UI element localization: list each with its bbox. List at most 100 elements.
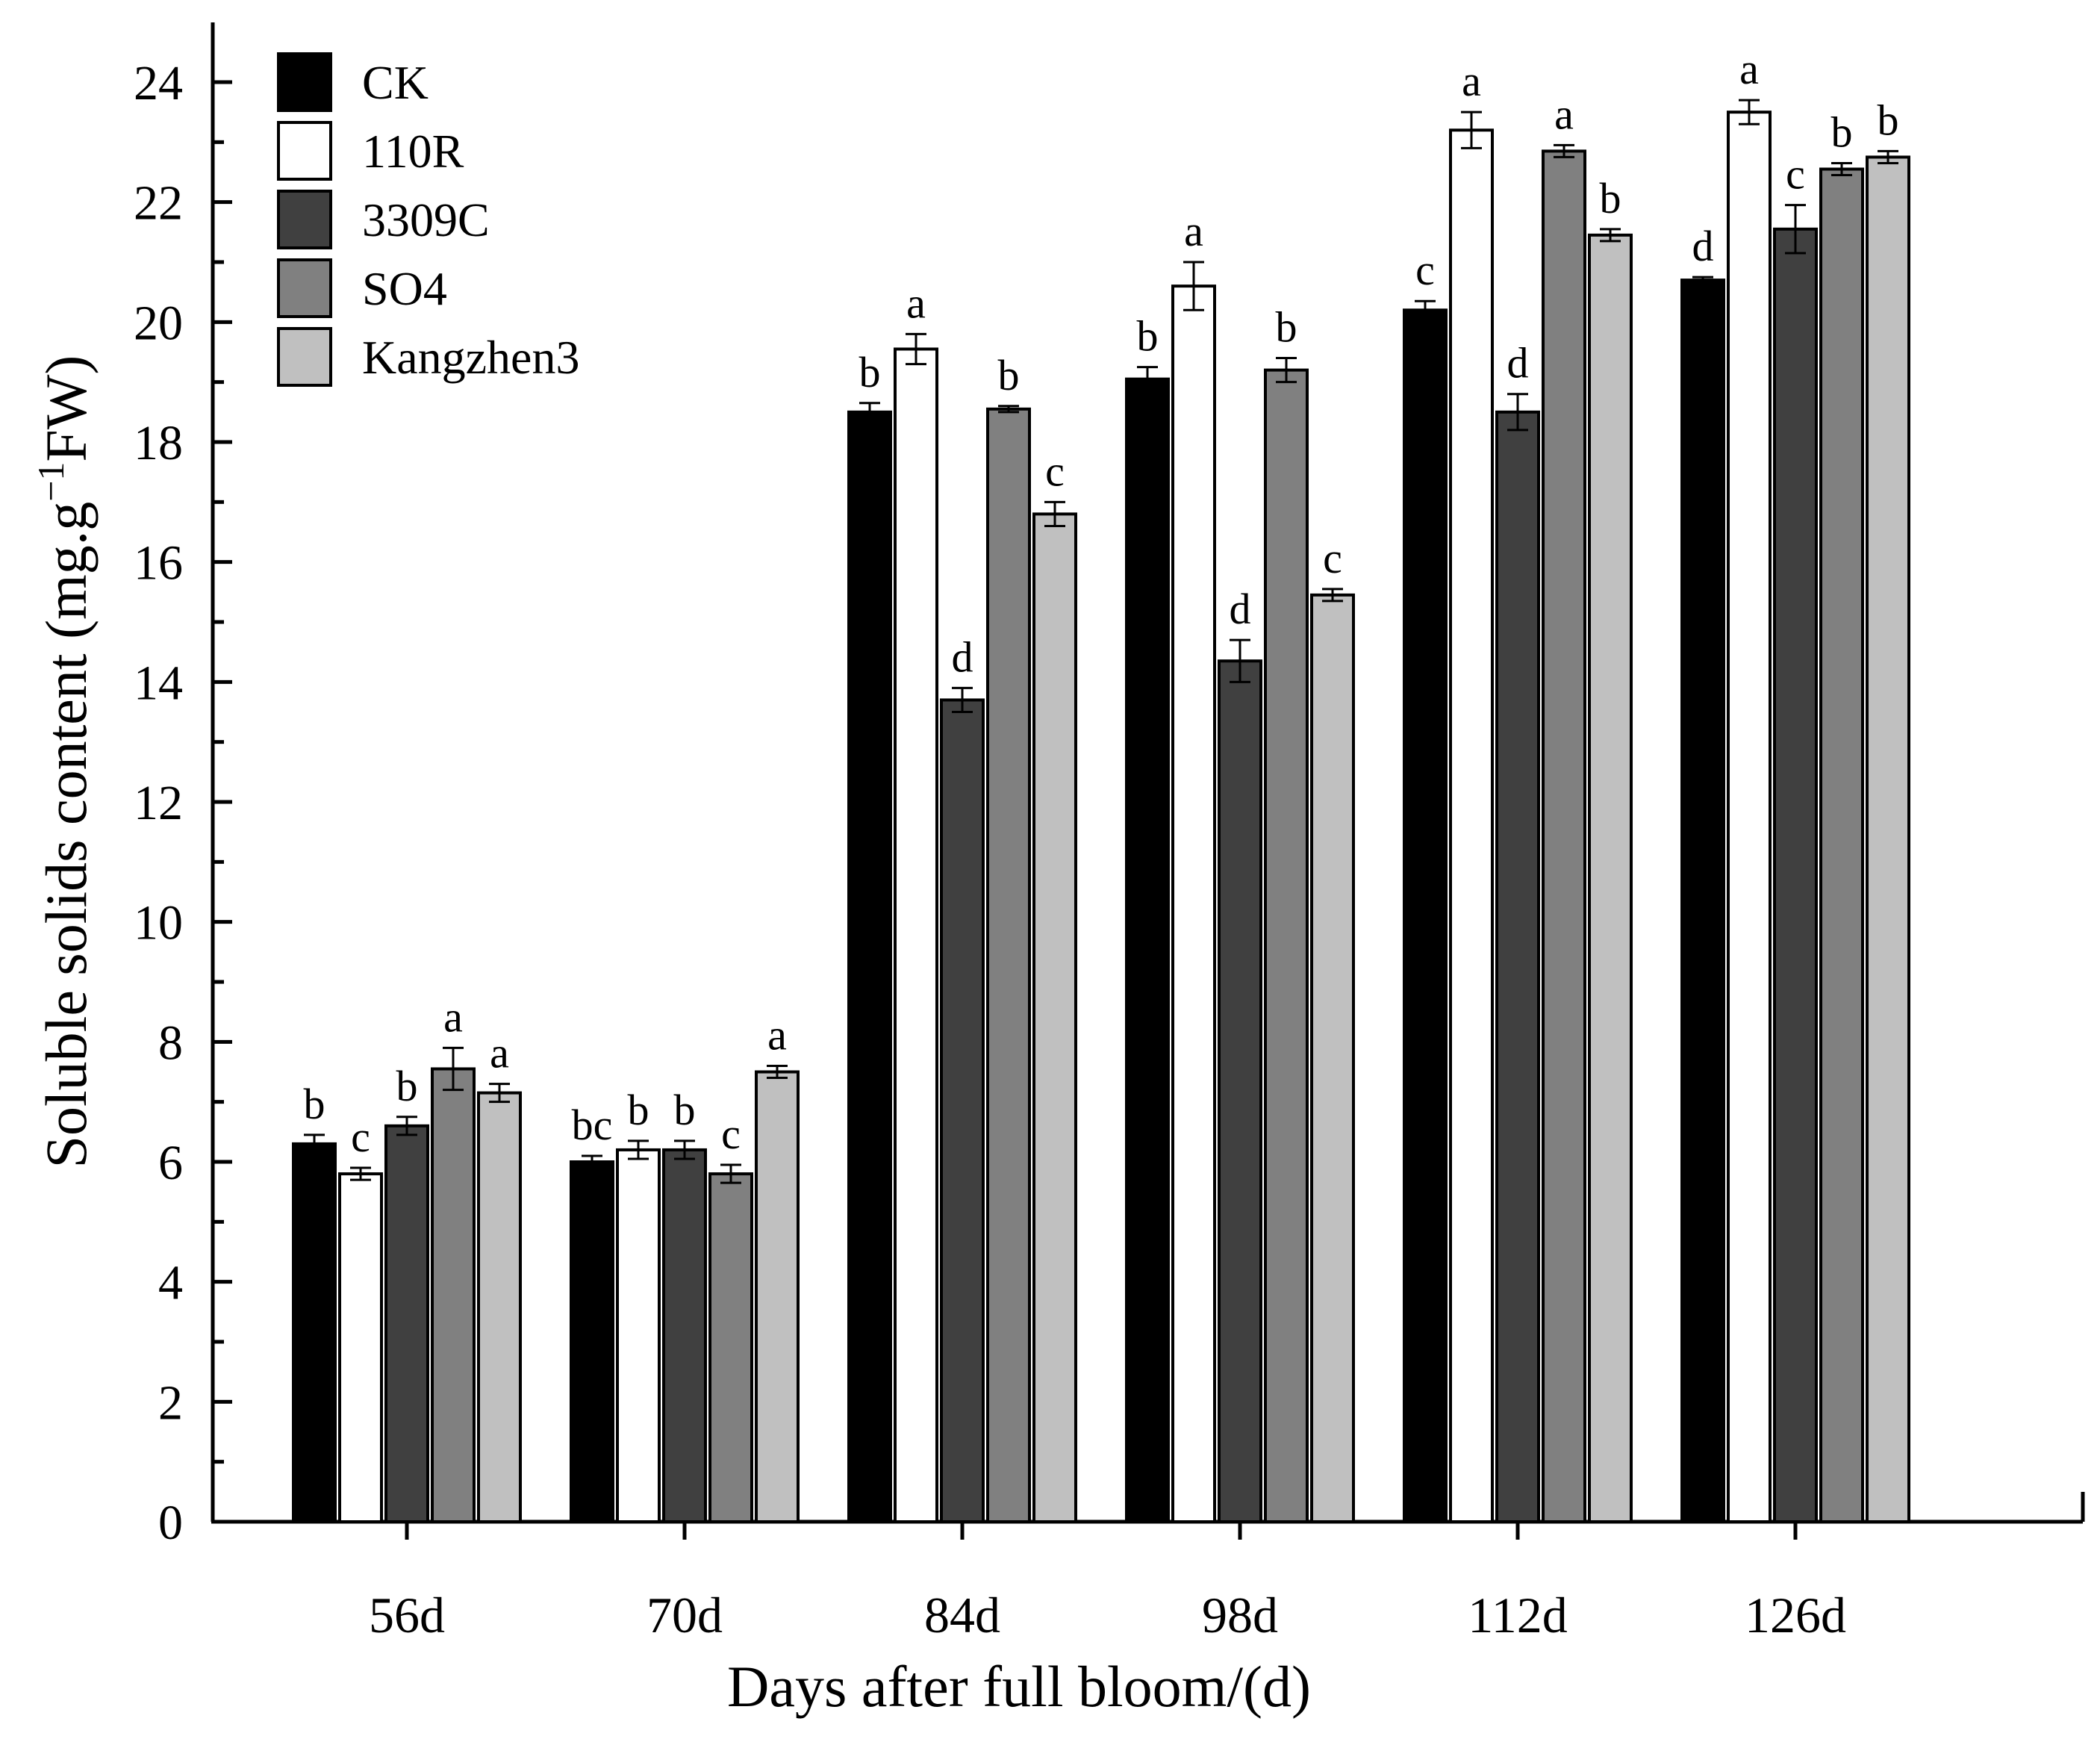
bar-SO4 — [986, 407, 1031, 1523]
y-tick-label: 12 — [134, 776, 183, 830]
bar-Kangzhen3 — [1588, 233, 1633, 1524]
legend-label-3309C: 3309C — [362, 193, 490, 246]
y-tick-label: 14 — [134, 656, 183, 710]
significance-letter: b — [396, 1062, 418, 1110]
x-tick-label: 70d — [646, 1587, 723, 1643]
bar-Kangzhen3 — [1866, 155, 1910, 1524]
significance-letter: b — [674, 1086, 696, 1134]
bar-3309C — [384, 1124, 429, 1524]
significance-letter: b — [1831, 108, 1853, 156]
bar-SO4 — [431, 1067, 476, 1523]
significance-letter: bc — [572, 1101, 613, 1149]
y-tick-label: 10 — [134, 896, 183, 951]
y-tick-label: 16 — [134, 536, 183, 591]
bar-Kangzhen3 — [755, 1070, 800, 1523]
bar-Kangzhen3 — [1032, 512, 1077, 1523]
legend-label-SO4: SO4 — [362, 262, 447, 315]
bar-CK — [1680, 279, 1725, 1524]
y-tick-label: 2 — [158, 1375, 183, 1430]
significance-letter: d — [1230, 585, 1251, 633]
significance-letter: c — [351, 1113, 370, 1161]
significance-letter: c — [1786, 150, 1805, 199]
y-tick-label: 6 — [158, 1136, 183, 1190]
legend-label-Kangzhen3: Kangzhen3 — [362, 331, 579, 384]
legend: CK 110R 3309C SO4 Kangzhen3 — [277, 52, 579, 387]
bar-3309C — [1773, 227, 1818, 1524]
x-tick-label: 98d — [1202, 1587, 1278, 1643]
bar-3309C — [1495, 410, 1540, 1523]
legend-swatch-Kangzhen3 — [277, 327, 332, 387]
y-tick-label: 8 — [158, 1015, 183, 1070]
x-axis-title: Days after full bloom/(d) — [727, 1654, 1311, 1719]
significance-letter: d — [952, 632, 973, 681]
bar-CK — [570, 1160, 614, 1523]
bar-Kangzhen3 — [477, 1091, 522, 1524]
y-axis-title: Soluble solids content (mg.g−1FW) — [30, 355, 99, 1169]
y-axis-title-sup: −1 — [30, 462, 72, 502]
significance-letter: b — [304, 1080, 325, 1128]
bar-3309C — [662, 1148, 707, 1524]
y-tick-label: 20 — [134, 296, 183, 350]
bar-CK — [847, 410, 892, 1523]
bar-110R — [1449, 128, 1494, 1523]
significance-letter: c — [721, 1110, 741, 1158]
significance-letter: a — [906, 279, 926, 327]
bar-CK — [292, 1142, 337, 1524]
significance-letter: d — [1507, 339, 1529, 388]
significance-letter: d — [1692, 222, 1714, 270]
bar-SO4 — [1819, 167, 1864, 1524]
significance-letter: b — [859, 348, 881, 396]
bar-3309C — [940, 698, 985, 1523]
significance-letter: b — [1878, 96, 1899, 144]
y-tick-label: 4 — [158, 1256, 183, 1310]
legend-swatch-SO4 — [277, 258, 332, 318]
bar-110R — [1727, 111, 1772, 1524]
x-tick-label: 56d — [369, 1587, 445, 1643]
bar-3309C — [1218, 659, 1262, 1523]
legend-label-110R: 110R — [362, 125, 464, 178]
bar-SO4 — [708, 1172, 753, 1523]
bar-Kangzhen3 — [1310, 593, 1355, 1523]
significance-letter: c — [1045, 447, 1065, 495]
significance-letter: b — [998, 351, 1020, 399]
x-tick-label: 112d — [1468, 1587, 1567, 1643]
bar-CK — [1403, 308, 1448, 1523]
y-axis-title-tail: FW) — [34, 355, 99, 462]
significance-letter: a — [443, 992, 463, 1041]
legend-label-CK: CK — [362, 56, 429, 109]
bar-110R — [338, 1172, 383, 1523]
legend-swatch-110R — [277, 121, 332, 181]
legend-swatch-CK — [277, 52, 332, 112]
significance-letter: a — [1462, 57, 1481, 105]
legend-swatch-3309C — [277, 190, 332, 249]
significance-letter: a — [1184, 207, 1203, 255]
significance-letter: b — [1137, 312, 1159, 361]
significance-letter: b — [628, 1086, 649, 1134]
significance-letter: c — [1415, 246, 1435, 294]
x-tick-label: 126d — [1745, 1587, 1846, 1643]
bar-110R — [894, 347, 938, 1524]
significance-letter: b — [1600, 174, 1621, 223]
y-tick-label: 24 — [134, 56, 183, 111]
bar-110R — [616, 1148, 661, 1524]
y-tick-label: 18 — [134, 416, 183, 470]
y-axis-title-main: Soluble solids content (mg.g — [34, 502, 99, 1169]
significance-letter: c — [1323, 534, 1342, 582]
significance-letter: b — [1276, 303, 1297, 352]
significance-letter: a — [1739, 45, 1759, 93]
bar-SO4 — [1264, 368, 1309, 1524]
bar-SO4 — [1542, 149, 1586, 1524]
y-tick-label: 22 — [134, 176, 183, 231]
bar-110R — [1171, 284, 1216, 1524]
y-tick-label: 0 — [158, 1496, 183, 1550]
bars-layer — [292, 99, 1910, 1524]
significance-letter: a — [767, 1010, 787, 1059]
significance-letter: a — [490, 1029, 509, 1077]
bar-CK — [1125, 377, 1170, 1523]
significance-letter: a — [1554, 90, 1574, 138]
x-tick-label: 84d — [924, 1587, 1000, 1643]
